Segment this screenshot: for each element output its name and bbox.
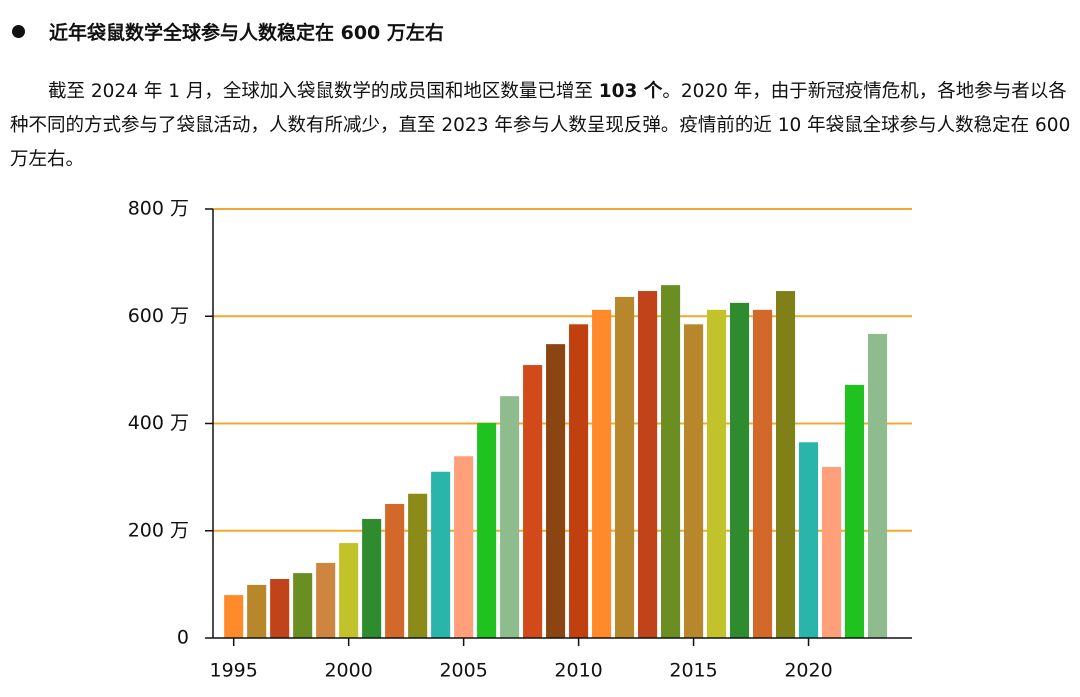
x-tick-label: 2000 — [324, 660, 372, 682]
x-tick-label: 2010 — [554, 660, 602, 682]
bar — [270, 579, 290, 638]
bar — [753, 309, 773, 638]
y-tick-label: 800 万 — [128, 198, 189, 220]
y-tick-label: 600 万 — [128, 305, 189, 327]
bar — [293, 573, 313, 638]
bar — [523, 365, 543, 638]
bar — [775, 291, 796, 638]
x-tick-label: 2020 — [784, 660, 832, 682]
bar — [638, 291, 658, 638]
bar — [500, 396, 520, 638]
bar — [477, 422, 497, 638]
bar — [707, 309, 727, 638]
bar — [247, 584, 267, 638]
y-tick-label: 0 — [177, 627, 189, 649]
bar — [316, 562, 336, 638]
bar — [592, 309, 612, 638]
bar — [615, 296, 635, 638]
bar — [431, 471, 451, 638]
heading-text: 近年袋鼠数学全球参与人数稳定在 600 万左右 — [49, 22, 444, 44]
bar — [684, 324, 704, 638]
bar — [454, 456, 474, 638]
x-tick-label: 2015 — [669, 660, 717, 682]
y-tick-label: 400 万 — [128, 412, 189, 434]
bar — [546, 344, 566, 638]
text: 截至 2024 年 1 月，全球加入袋鼠数学的成员国和地区数量已增至 — [48, 81, 599, 102]
bar — [821, 466, 842, 638]
bar — [661, 285, 681, 638]
bar — [339, 543, 359, 638]
bar — [408, 493, 428, 638]
paragraph: 截至 2024 年 1 月，全球加入袋鼠数学的成员国和地区数量已增至 103 个… — [10, 75, 1072, 177]
heading: 近年袋鼠数学全球参与人数稳定在 600 万左右 — [12, 18, 444, 45]
bar — [569, 324, 589, 638]
x-tick-label: 1995 — [210, 660, 258, 682]
bar — [798, 442, 819, 638]
bar — [730, 302, 750, 638]
bar — [385, 503, 405, 638]
bold-text: 103 个 — [598, 81, 663, 102]
bar — [867, 333, 888, 638]
bar — [844, 384, 865, 638]
bar — [362, 518, 382, 638]
bar — [224, 595, 244, 638]
y-tick-label: 200 万 — [128, 519, 189, 541]
x-tick-label: 2005 — [439, 660, 487, 682]
text: 。2020 年，由于新冠疫情危机，各地参与者以各种不同的方式参与了袋鼠活动，人数… — [10, 81, 1071, 170]
bullet — [12, 25, 25, 38]
